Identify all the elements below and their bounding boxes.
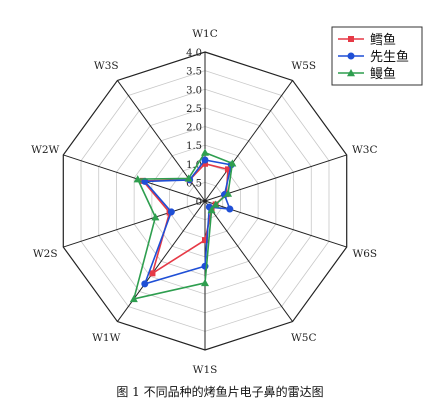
data-point-W1W xyxy=(149,270,156,277)
tick-label: 0 xyxy=(196,197,202,208)
tick-label: 3.0 xyxy=(186,85,202,96)
data-point-W3S xyxy=(184,174,193,182)
data-point-W6S xyxy=(211,200,220,208)
legend-marker xyxy=(347,69,355,77)
data-point-W1S xyxy=(202,237,208,244)
axis-label-W2S: W2S xyxy=(33,248,58,260)
tick-label: 2.5 xyxy=(186,104,202,115)
tick-label: 1.0 xyxy=(186,160,202,171)
series-3 xyxy=(129,148,237,303)
spoke-W5C xyxy=(204,200,293,322)
axis-label-W1S: W1S xyxy=(193,364,218,376)
data-point-W1S xyxy=(201,278,209,287)
data-point-W1W xyxy=(129,294,138,303)
axis-label-W3S: W3S xyxy=(94,60,119,72)
axis-label-W3C: W3C xyxy=(352,144,378,156)
axis-label-W1W: W1W xyxy=(92,332,120,344)
data-point-W1C xyxy=(201,156,209,164)
data-point-W5C xyxy=(207,206,216,214)
axis-label-W6S: W6S xyxy=(352,248,377,260)
series-line xyxy=(132,151,234,301)
data-point-W1C xyxy=(201,148,209,156)
data-point-W5S xyxy=(228,159,237,167)
axis-label-W5S: W5S xyxy=(291,60,316,72)
figure-caption: 图 1 不同品种的烤鱼片电子鼻的雷达图 xyxy=(116,384,323,399)
data-point-W5S xyxy=(224,166,231,173)
spoke-W5S xyxy=(204,80,293,202)
legend-label: 鳕鱼 xyxy=(370,32,396,48)
tick-label: 3.5 xyxy=(186,67,202,78)
spoke-W1W xyxy=(117,200,206,322)
tick-label: 1.5 xyxy=(186,141,202,152)
tick-label: 4.0 xyxy=(186,48,202,59)
data-point-W2W xyxy=(133,175,142,183)
tick-label: 2.0 xyxy=(186,123,202,134)
radial-ticks: 0 0.5 1.0 1.5 2.0 2.5 3.0 3.5 4.0 xyxy=(186,48,202,208)
data-point-W2S xyxy=(151,213,160,221)
data-point-W2S xyxy=(167,208,175,216)
data-point-W6S xyxy=(226,205,234,213)
legend-item-2: 先生鱼 xyxy=(338,49,409,65)
axis-label-W1C: W1C xyxy=(192,28,218,40)
axis-labels: W1C W5S W3C W6S W5C W1S W1W W2S W2W W3S xyxy=(31,28,377,376)
legend-item-1: 鳕鱼 xyxy=(338,32,396,48)
legend-marker xyxy=(347,52,355,60)
spoke-W2S xyxy=(63,200,206,248)
spoke-W2W xyxy=(63,154,206,202)
series-layer xyxy=(129,148,237,303)
tick-label: 0.5 xyxy=(186,178,202,189)
legend-label: 先生鱼 xyxy=(370,49,409,65)
legend-marker xyxy=(348,36,354,42)
legend-label: 鳗鱼 xyxy=(370,66,396,82)
data-point-W3C xyxy=(224,189,233,197)
data-point-W1C xyxy=(202,160,208,167)
axis-label-W5C: W5C xyxy=(291,332,317,344)
legend-item-3: 鳗鱼 xyxy=(338,66,396,82)
axis-label-W2W: W2W xyxy=(31,144,59,156)
data-point-W1W xyxy=(141,280,149,288)
